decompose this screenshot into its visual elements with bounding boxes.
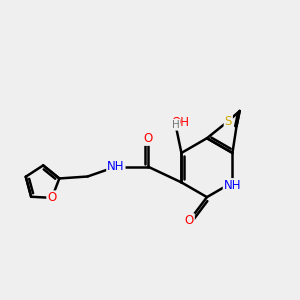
Text: O: O [184, 214, 194, 227]
Text: H: H [172, 120, 179, 130]
Text: S: S [225, 115, 232, 128]
Text: OH: OH [171, 116, 189, 129]
Text: NH: NH [107, 160, 124, 173]
Text: O: O [47, 191, 56, 204]
Text: O: O [143, 132, 153, 145]
Text: NH: NH [224, 179, 241, 192]
